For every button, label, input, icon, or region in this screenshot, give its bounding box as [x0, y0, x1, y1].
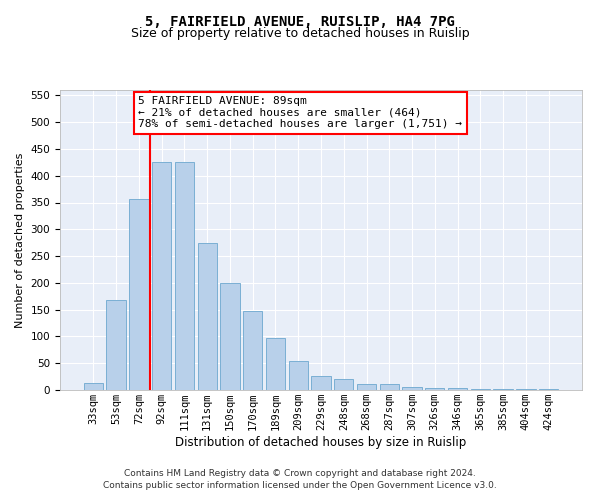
Bar [289, 360, 308, 390]
Text: Size of property relative to detached houses in Ruislip: Size of property relative to detached ho… [131, 28, 469, 40]
Text: 5, FAIRFIELD AVENUE, RUISLIP, HA4 7PG: 5, FAIRFIELD AVENUE, RUISLIP, HA4 7PG [145, 15, 455, 29]
Bar [220, 283, 239, 390]
Bar [311, 376, 331, 390]
Bar [197, 242, 217, 390]
Bar [470, 389, 490, 390]
Bar [334, 380, 353, 390]
Bar [129, 198, 149, 390]
Bar [175, 162, 194, 390]
Y-axis label: Number of detached properties: Number of detached properties [15, 152, 25, 328]
Text: Distribution of detached houses by size in Ruislip: Distribution of detached houses by size … [175, 436, 467, 449]
Bar [266, 338, 285, 390]
Text: 5 FAIRFIELD AVENUE: 89sqm
← 21% of detached houses are smaller (464)
78% of semi: 5 FAIRFIELD AVENUE: 89sqm ← 21% of detac… [139, 96, 463, 129]
Bar [425, 388, 445, 390]
Bar [357, 384, 376, 390]
Bar [243, 310, 262, 390]
Bar [493, 389, 513, 390]
Bar [106, 300, 126, 390]
Bar [84, 383, 103, 390]
Bar [380, 384, 399, 390]
Bar [403, 387, 422, 390]
Text: Contains HM Land Registry data © Crown copyright and database right 2024.
Contai: Contains HM Land Registry data © Crown c… [103, 468, 497, 490]
Bar [152, 162, 172, 390]
Bar [448, 388, 467, 390]
